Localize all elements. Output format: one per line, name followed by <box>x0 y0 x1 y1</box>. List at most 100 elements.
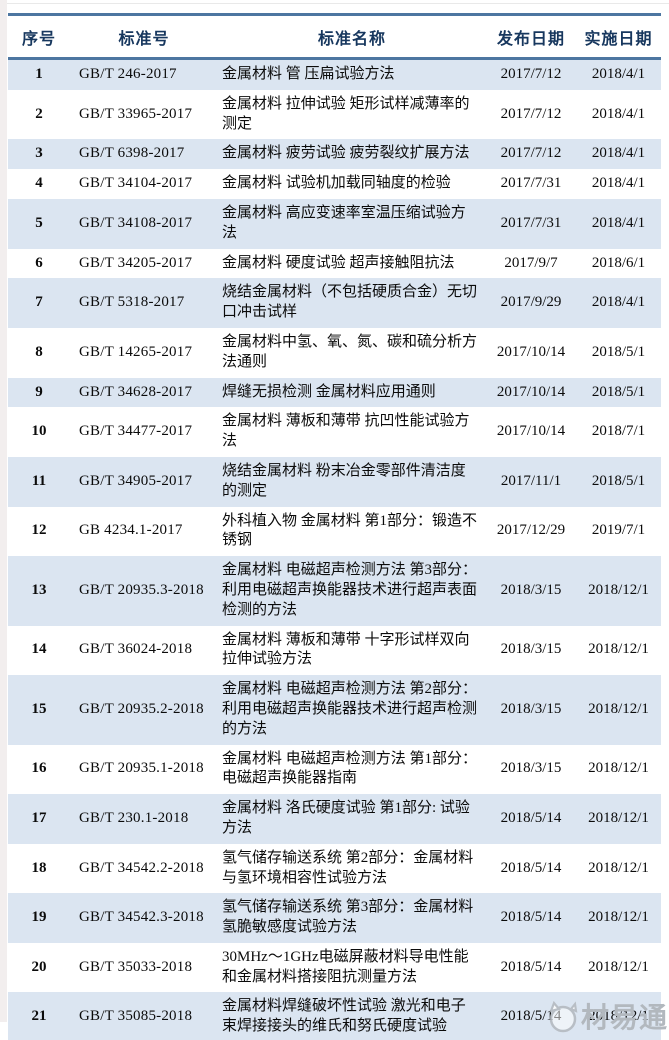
top-divider <box>7 3 669 4</box>
cell-implement-date: 2018/12/1 <box>588 641 649 658</box>
cell-implement-date: 2018/5/1 <box>591 472 646 489</box>
table-row: 7 GB/T 5318-2017 烧结金属材料（不包括硬质合金）无切口冲击试样 … <box>8 278 661 328</box>
cell-publish-date: 2018/5/14 <box>500 859 562 876</box>
table-row: 20 GB/T 35033-2018 30MHz～1GHz电磁屏蔽材料导电性能和… <box>8 942 661 993</box>
table-row: 1 GB/T 246-2017 金属材料 管 压扁试验方法 2017/7/12 … <box>8 58 661 90</box>
cell-publish-date: 2017/10/14 <box>496 423 566 440</box>
cell-number: 20 <box>31 958 47 975</box>
cell-number: 21 <box>31 1008 47 1025</box>
cell-implement-date: 2018/12/1 <box>588 760 649 777</box>
table-row: 18 GB/T 34542.2-2018 氢气储存输送系统 第2部分：金属材料与… <box>8 843 661 894</box>
cell-standard-name: 30MHz～1GHz电磁屏蔽材料导电性能和金属材料搭接阻抗测量方法 <box>222 948 469 985</box>
table-header-row: 序号 标准号 标准名称 发布日期 实施日期 <box>8 14 661 60</box>
cell-implement-date: 2018/12/1 <box>588 581 649 598</box>
table-row: 14 GB/T 36024-2018 金属材料 薄板和薄带 十字形试样双向拉伸试… <box>8 625 661 676</box>
cell-number: 7 <box>35 294 43 311</box>
table-row: 15 GB/T 20935.2-2018 金属材料 电磁超声检测方法 第2部分：… <box>8 675 661 745</box>
cell-implement-date: 2018/12/1 <box>588 700 649 717</box>
cell-number: 16 <box>31 760 47 777</box>
cell-publish-date: 2018/5/14 <box>500 909 562 926</box>
cell-number: 9 <box>35 383 43 400</box>
cell-implement-date: 2018/12/1 <box>588 859 649 876</box>
standards-table: 序号 标准号 标准名称 发布日期 实施日期 1 GB/T 246-2017 金属… <box>8 13 661 1040</box>
cell-standard-no: GB/T 20935.2-2018 <box>79 700 204 717</box>
cell-publish-date: 2017/7/12 <box>500 145 562 162</box>
cell-standard-no: GB/T 14265-2017 <box>79 343 193 360</box>
cell-publish-date: 2018/3/15 <box>500 641 562 658</box>
cell-standard-name: 氢气储存输送系统 第3部分：金属材料氢脆敏感度试验方法 <box>222 899 474 936</box>
cell-standard-name: 金属材料 硬度试验 超声接触阻抗法 <box>222 254 455 271</box>
cell-standard-name: 焊缝无损检测 金属材料应用通则 <box>222 383 436 400</box>
cell-implement-date: 2018/5/1 <box>591 383 646 400</box>
cell-standard-no: GB/T 34104-2017 <box>79 175 193 192</box>
cell-standard-no: GB/T 246-2017 <box>79 66 177 82</box>
cell-implement-date: 2019/7/1 <box>591 522 646 539</box>
cell-standard-no: GB/T 35033-2018 <box>79 958 193 975</box>
cell-standard-no: GB/T 34542.3-2018 <box>79 909 204 926</box>
cell-standard-name: 金属材料 高应变速率室温压缩试验方法 <box>222 204 466 241</box>
column-header-implement-date: 实施日期 <box>576 14 661 60</box>
cell-implement-date: 2018/4/1 <box>591 145 646 162</box>
cell-number: 2 <box>35 105 43 122</box>
cell-publish-date: 2017/10/14 <box>496 343 566 360</box>
cell-standard-name: 金属材料 电磁超声检测方法 第1部分：电磁超声换能器指南 <box>222 750 478 787</box>
cell-standard-no: GB/T 34477-2017 <box>79 423 193 440</box>
cell-standard-name: 金属材料中氢、氧、氮、碳和硫分析方法通则 <box>222 333 478 370</box>
cell-number: 11 <box>31 472 47 489</box>
cell-publish-date: 2018/5/14 <box>500 810 562 826</box>
cell-publish-date: 2018/3/15 <box>500 700 562 717</box>
cell-implement-date: 2018/4/1 <box>591 66 646 82</box>
cell-implement-date: 2018/4/1 <box>591 175 646 192</box>
left-edge-strip <box>0 0 7 1022</box>
cell-implement-date: 2018/12/1 <box>588 1008 649 1025</box>
table-row: 12 GB 4234.1-2017 外科植入物 金属材料 第1部分：锻造不锈钢 … <box>8 506 661 557</box>
cell-publish-date: 2018/3/15 <box>500 581 562 598</box>
cell-standard-name: 金属材料 薄板和薄带 十字形试样双向拉伸试验方法 <box>222 631 470 668</box>
table-row: 2 GB/T 33965-2017 金属材料 拉伸试验 矩形试样减薄率的测定 2… <box>8 89 661 140</box>
cell-standard-name: 金属材料 管 压扁试验方法 <box>222 66 395 82</box>
table-row: 17 GB/T 230.1-2018 金属材料 洛氏硬度试验 第1部分: 试验方… <box>8 794 661 844</box>
cell-publish-date: 2017/7/12 <box>500 105 562 122</box>
table-row: 13 GB/T 20935.3-2018 金属材料 电磁超声检测方法 第3部分：… <box>8 556 661 626</box>
cell-publish-date: 2018/3/15 <box>500 760 562 777</box>
cell-standard-name: 金属材料 电磁超声检测方法 第2部分：利用电磁超声换能器技术进行超声检测的方法 <box>222 681 478 737</box>
table-row: 16 GB/T 20935.1-2018 金属材料 电磁超声检测方法 第1部分：… <box>8 744 661 795</box>
cell-standard-name: 金属材料 电磁超声检测方法 第3部分：利用电磁超声换能器技术进行超声表面检测的方… <box>222 562 478 618</box>
cell-publish-date: 2018/5/14 <box>500 1008 562 1025</box>
cell-number: 4 <box>35 175 43 192</box>
table-row: 10 GB/T 34477-2017 金属材料 薄板和薄带 抗凹性能试验方法 2… <box>8 407 661 457</box>
cell-standard-name: 金属材料焊缝破坏性试验 激光和电子束焊接接头的维氏和努氏硬度试验 <box>222 998 466 1035</box>
cell-publish-date: 2017/9/29 <box>500 294 562 311</box>
cell-implement-date: 2018/6/1 <box>591 254 646 271</box>
cell-standard-name: 烧结金属材料（不包括硬质合金）无切口冲击试样 <box>222 284 478 321</box>
table-row: 3 GB/T 6398-2017 金属材料 疲劳试验 疲劳裂纹扩展方法 2017… <box>8 139 661 170</box>
cell-standard-no: GB/T 34628-2017 <box>79 383 193 400</box>
cell-standard-no: GB/T 36024-2018 <box>79 641 193 658</box>
table-row: 6 GB/T 34205-2017 金属材料 硬度试验 超声接触阻抗法 2017… <box>8 248 661 279</box>
cell-standard-name: 烧结金属材料 粉末冶金零部件清洁度的测定 <box>222 462 466 499</box>
cell-number: 6 <box>35 254 43 271</box>
table-row: 4 GB/T 34104-2017 金属材料 试验机加载同轴度的检验 2017/… <box>8 169 661 199</box>
cell-implement-date: 2018/12/1 <box>588 958 649 975</box>
cell-number: 8 <box>35 343 43 360</box>
cell-implement-date: 2018/12/1 <box>588 909 649 926</box>
table-body: 1 GB/T 246-2017 金属材料 管 压扁试验方法 2017/7/12 … <box>8 58 661 1040</box>
cell-standard-no: GB/T 34905-2017 <box>79 472 193 489</box>
cell-implement-date: 2018/7/1 <box>591 423 646 440</box>
column-header-publish-date: 发布日期 <box>486 14 576 60</box>
cell-standard-no: GB/T 20935.1-2018 <box>79 760 204 777</box>
cell-standard-no: GB/T 230.1-2018 <box>79 810 189 826</box>
cell-standard-no: GB/T 35085-2018 <box>79 1008 193 1025</box>
cell-standard-no: GB/T 6398-2017 <box>79 145 185 162</box>
column-header-standard-name: 标准名称 <box>218 14 486 60</box>
cell-standard-no: GB/T 5318-2017 <box>79 294 185 311</box>
cell-standard-name: 氢气储存输送系统 第2部分：金属材料与氢环境相容性试验方法 <box>222 849 474 886</box>
cell-number: 19 <box>31 909 47 926</box>
cell-number: 3 <box>35 145 43 162</box>
cell-publish-date: 2017/12/29 <box>496 522 566 539</box>
cell-number: 12 <box>31 522 47 539</box>
table-row: 5 GB/T 34108-2017 金属材料 高应变速率室温压缩试验方法 201… <box>8 198 661 249</box>
cell-number: 13 <box>31 581 47 598</box>
cell-publish-date: 2017/7/12 <box>500 66 562 82</box>
table-row: 11 GB/T 34905-2017 烧结金属材料 粉末冶金零部件清洁度的测定 … <box>8 456 661 507</box>
